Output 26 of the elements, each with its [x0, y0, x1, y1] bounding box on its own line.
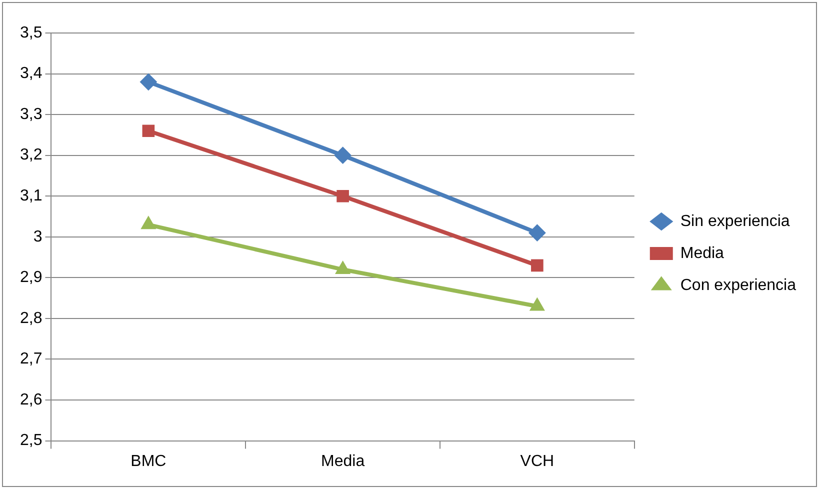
- y-tick-label: 2,9: [20, 269, 42, 286]
- y-tick-label: 3: [33, 228, 42, 246]
- point: [335, 261, 350, 274]
- y-tick-label: 2,8: [20, 310, 42, 327]
- point: [530, 298, 545, 311]
- y-tick-label: 2,6: [20, 391, 42, 408]
- x-tick-label: BMC: [130, 452, 166, 470]
- x-tick-label: Media: [321, 452, 365, 470]
- y-tick-label: 2,7: [20, 350, 42, 368]
- point: [141, 216, 156, 230]
- y-tick-label: 3,5: [20, 24, 42, 42]
- legend-label: Sin experiencia: [680, 212, 790, 230]
- y-tick-label: 2,5: [20, 432, 42, 450]
- point: [140, 73, 157, 90]
- y-tick-label: 3,3: [20, 106, 42, 123]
- legend-label: Media: [680, 244, 724, 262]
- point: [334, 146, 352, 164]
- y-tick-label: 3,4: [20, 65, 42, 82]
- y-tick-label: 3,2: [20, 146, 42, 164]
- point: [336, 190, 349, 202]
- y-tick-label: 3,1: [20, 188, 42, 205]
- point: [531, 259, 544, 272]
- point: [528, 224, 546, 242]
- x-tick-label: VCH: [520, 452, 554, 470]
- legend-label: Con experiencia: [680, 276, 796, 294]
- point: [142, 124, 155, 138]
